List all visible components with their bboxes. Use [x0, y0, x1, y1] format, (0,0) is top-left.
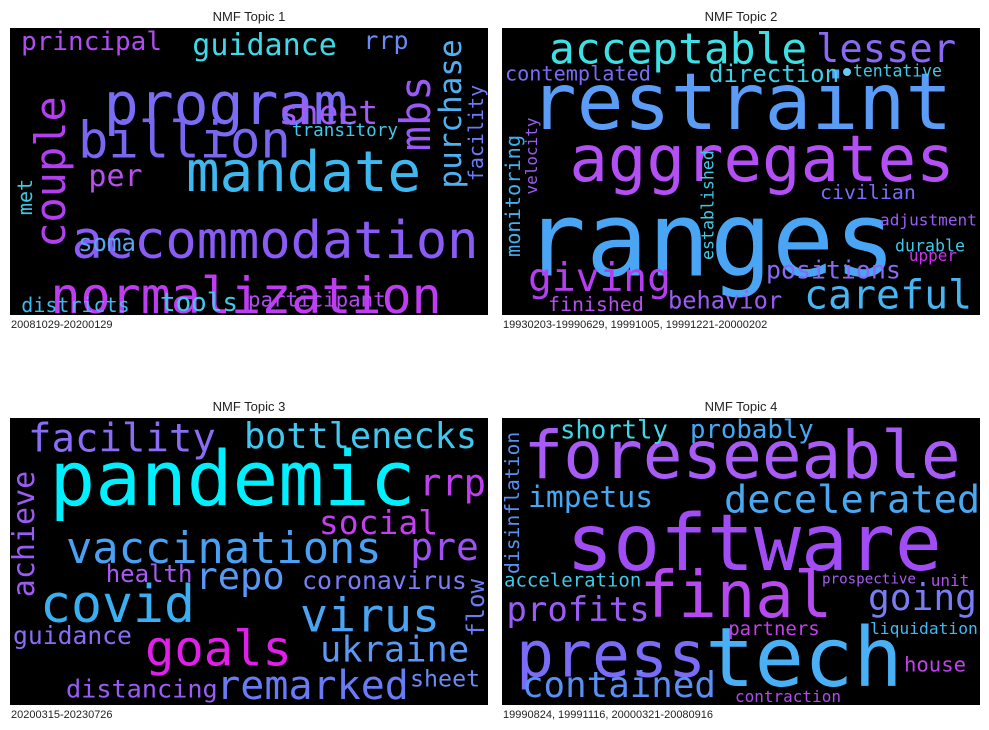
cloud-word: program [103, 70, 349, 138]
word-cloud: normalization accommodation program mand… [10, 28, 488, 315]
word-cloud: ranges restraint aggregates acceptable l… [502, 28, 980, 315]
cloud-word: profits [506, 590, 650, 630]
panel-dates: 19930203-19990629, 19991005, 19991221-20… [503, 319, 768, 331]
cloud-word: disinflation [502, 431, 525, 574]
cloud-word: press [516, 617, 706, 692]
cloud-word: unit [930, 571, 970, 590]
cloud-word: final [639, 559, 833, 633]
cloud-word: velocity [522, 117, 541, 195]
cloud-word: partners [728, 618, 820, 640]
cloud-word: restraint [529, 58, 953, 148]
cloud-word: rrp [363, 28, 409, 55]
dot-mark [843, 68, 851, 76]
cloud-word: covid [40, 574, 196, 635]
panel-title: NMF Topic 4 [704, 399, 778, 414]
cloud-word: civilian [820, 181, 916, 204]
cloud-word: sheet [278, 93, 379, 132]
word-cloud: software foreseeable tech press final de… [502, 418, 980, 705]
cloud-word: met [13, 178, 37, 216]
cloud-word: virus [300, 588, 440, 643]
cloud-word: aggregates [569, 123, 955, 197]
cloud-word: per [88, 159, 143, 194]
cloud-word: guidance [192, 28, 337, 63]
cloud-word: flow [462, 579, 488, 637]
cloud-word: rrp [419, 461, 486, 505]
cloud-word: shortly [560, 418, 668, 446]
cloud-word: contemplated [505, 61, 651, 86]
cloud-word: billion [78, 110, 291, 170]
cloud-word: contraction [735, 687, 841, 705]
cloud-word: achieve [10, 470, 42, 598]
cloud-word: positions [766, 255, 901, 285]
cloud-word: foreseeable [523, 418, 961, 494]
cloud-word: purchase [433, 39, 469, 189]
cloud-word: vaccinations [66, 523, 382, 575]
cloud-word: couple [26, 96, 75, 248]
cloud-word: contained [522, 665, 716, 705]
cloud-word: upper [908, 246, 958, 265]
cloud-word: health [105, 560, 193, 588]
cloud-word: goals [145, 620, 292, 678]
cloud-word: tech [705, 611, 903, 705]
cloud-word: adjustment [880, 210, 977, 230]
cloud-word: software [566, 499, 942, 589]
cloud-word: careful [804, 272, 973, 315]
cloud-word: pre [410, 525, 479, 569]
cloud-word: going [868, 575, 977, 619]
cloud-word: normalization [50, 267, 442, 315]
cloud-word: districts [21, 293, 130, 315]
panel-title: NMF Topic 2 [704, 9, 778, 24]
cloud-word: established [698, 150, 718, 260]
cloud-word: guidance [13, 621, 132, 651]
panel-title: NMF Topic 3 [212, 399, 286, 414]
cloud-word: house [904, 652, 966, 677]
cloud-word: impetus [528, 480, 654, 516]
cloud-word: direction [709, 60, 840, 88]
cloud-word: behavior [668, 286, 783, 315]
cloud-word: acceptable [549, 28, 808, 75]
cloud-word: giving [528, 255, 671, 302]
cloud-word: sheet [410, 665, 481, 693]
cloud-word: finished [548, 293, 644, 315]
cloud-word: coronavirus [302, 566, 467, 595]
cloud-word: tentative [853, 61, 942, 81]
cloud-word: monitoring [502, 134, 525, 257]
cloud-word: prospective [822, 571, 916, 588]
cloud-word: liquidation [870, 618, 978, 638]
cloud-word: accommodation [71, 211, 479, 271]
cloud-word: durable [895, 236, 965, 256]
panel-dates: 20081029-20200129 [11, 319, 113, 331]
cloud-word: distancing [66, 674, 218, 704]
cloud-word: facility [464, 84, 488, 182]
cloud-word: facility [28, 418, 216, 462]
cloud-word: bottlenecks [244, 418, 478, 457]
panel-title: NMF Topic 1 [212, 9, 286, 24]
cloud-word: lesser [816, 28, 957, 73]
cloud-word: tools [160, 288, 238, 315]
cloud-word: decelerated [724, 477, 980, 523]
cloud-word: transitory [292, 121, 398, 142]
cloud-word: ranges [524, 180, 897, 301]
cloud-word: remarked [216, 663, 409, 705]
panel-dates: 19990824, 19991116, 20000321-20080916 [503, 709, 714, 721]
cloud-word: principal [21, 28, 162, 57]
cloud-word: pandemic [49, 434, 416, 523]
cloud-word: soma [78, 229, 136, 257]
cloud-word: participant [248, 287, 386, 312]
cloud-word: repo [195, 555, 285, 598]
cloud-word: ukraine [320, 629, 470, 671]
cloud-word: mandate [186, 140, 422, 206]
panel-dates: 20200315-20230726 [11, 709, 113, 721]
cloud-word: probably [690, 418, 814, 446]
word-cloud: pandemic covid vaccinations virus goals … [10, 418, 488, 705]
cloud-word: acceleration [504, 569, 642, 592]
cloud-word: social [318, 503, 439, 542]
cloud-word: mbs [391, 75, 440, 152]
